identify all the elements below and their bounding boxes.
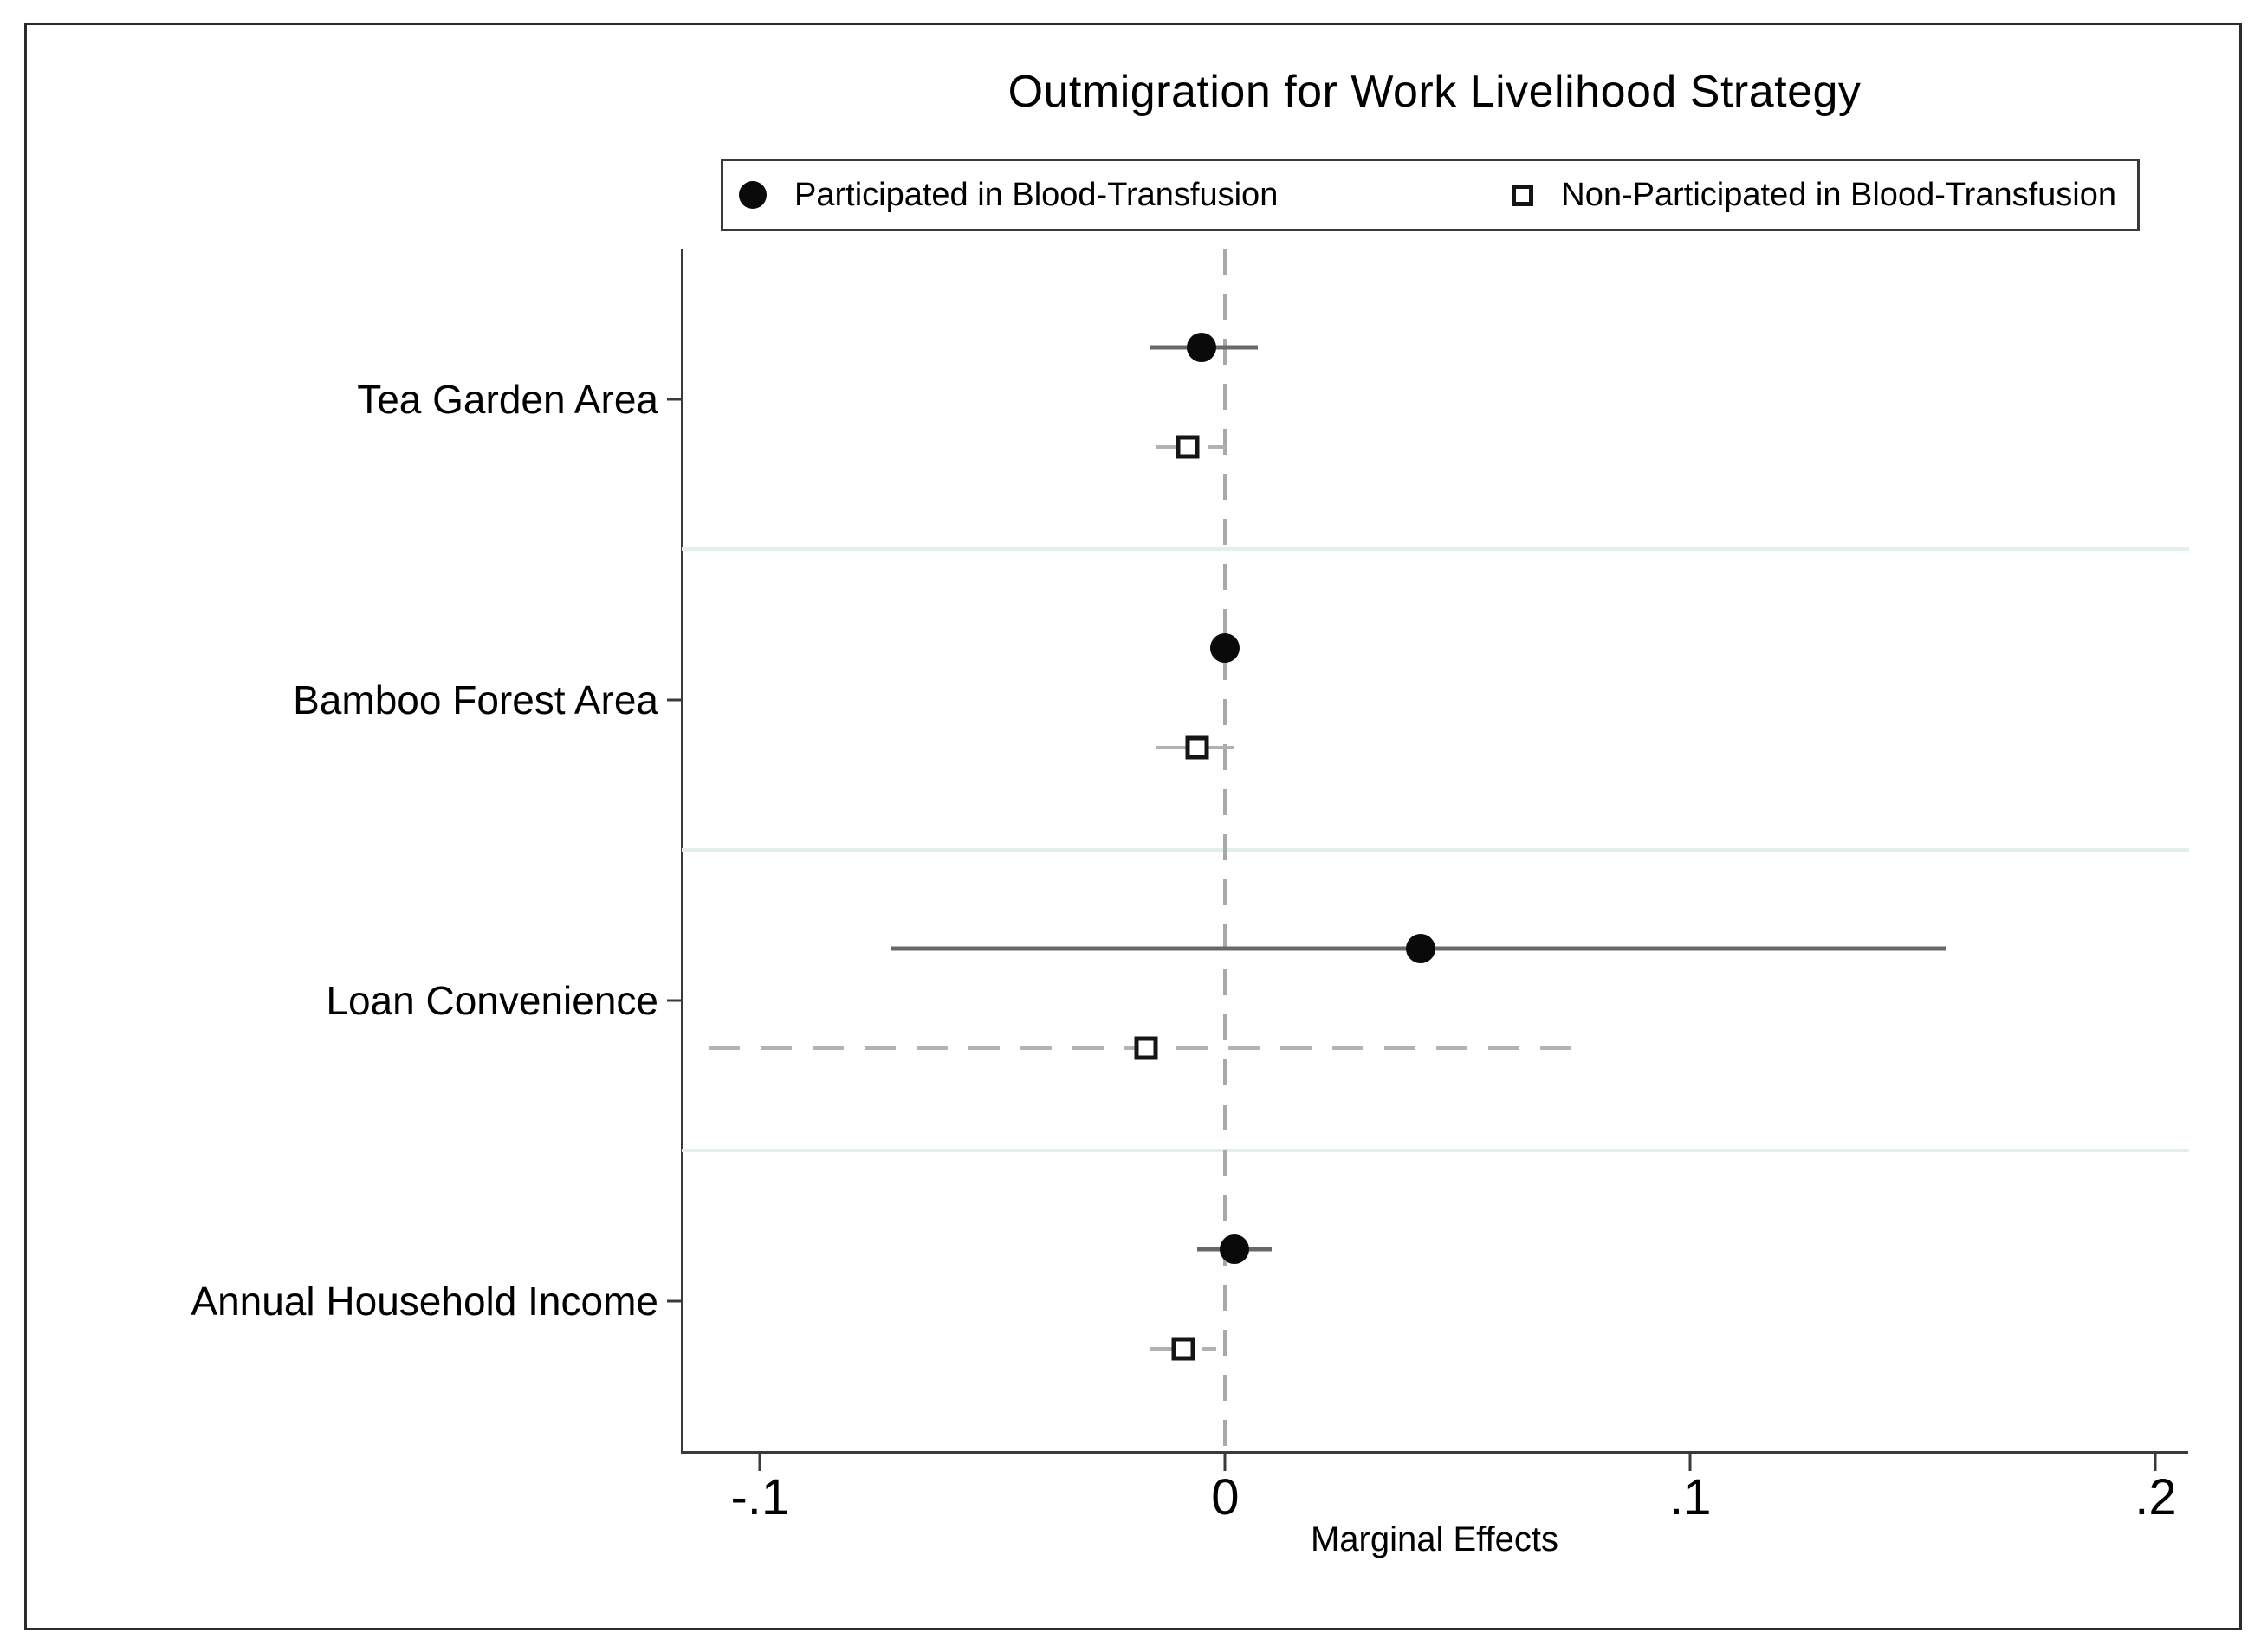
legend-label-participated: Participated in Blood-Transfusion [794, 176, 1279, 213]
marker-filled-circle [1405, 933, 1435, 963]
legend-entry-participated: Participated in Blood-Transfusion [739, 177, 1278, 214]
y-axis-tick [667, 698, 681, 701]
marker-filled-circle [1210, 632, 1240, 663]
category-separator-gridline [682, 1149, 2189, 1152]
legend-label-non-participated: Non-Participated in Blood-Transfusion [1561, 176, 2116, 213]
x-axis-line [681, 1451, 2188, 1454]
chart-title: Outmigration for Work Livelihood Strateg… [1007, 67, 1862, 117]
y-axis-tick [667, 1299, 681, 1302]
x-axis-tick [1688, 1454, 1692, 1471]
marker-filled-circle [1220, 1234, 1250, 1264]
figure-border [24, 23, 2242, 1630]
y-axis-tick [667, 398, 681, 400]
legend-entry-non-participated: Non-Participated in Blood-Transfusion [1512, 177, 2116, 214]
y-category-label: Bamboo Forest Area [293, 677, 658, 722]
filled-circle-icon [739, 181, 767, 209]
y-category-label: Tea Garden Area [357, 376, 658, 422]
category-separator-gridline [682, 547, 2189, 551]
plot-area: Marginal Effects Tea Garden Area Bamboo F… [191, 249, 2189, 1558]
marker-hollow-square [1185, 735, 1209, 759]
category-separator-gridline [682, 848, 2189, 852]
x-tick-label: -.1 [730, 1469, 790, 1526]
x-tick-label: .2 [2134, 1469, 2177, 1526]
marker-hollow-square [1171, 1337, 1195, 1360]
hollow-square-icon [1512, 184, 1534, 206]
x-tick-label: 0 [1211, 1469, 1240, 1526]
x-axis-tick [1223, 1454, 1227, 1471]
x-tick-label: .1 [1669, 1469, 1712, 1526]
marker-hollow-square [1134, 1036, 1158, 1059]
x-axis-tick [2154, 1454, 2157, 1471]
y-category-label: Loan Convenience [326, 977, 658, 1023]
legend: Participated in Blood-Transfusion Non-Pa… [721, 159, 2140, 231]
y-axis-tick [667, 999, 681, 1001]
y-category-label: Annual Household Income [191, 1278, 658, 1324]
x-axis-title: Marginal Effects [1310, 1520, 1559, 1558]
x-axis-tick [758, 1454, 761, 1471]
marker-filled-circle [1187, 332, 1217, 362]
marker-hollow-square [1176, 435, 1200, 458]
zero-reference-line [1223, 249, 1227, 1451]
